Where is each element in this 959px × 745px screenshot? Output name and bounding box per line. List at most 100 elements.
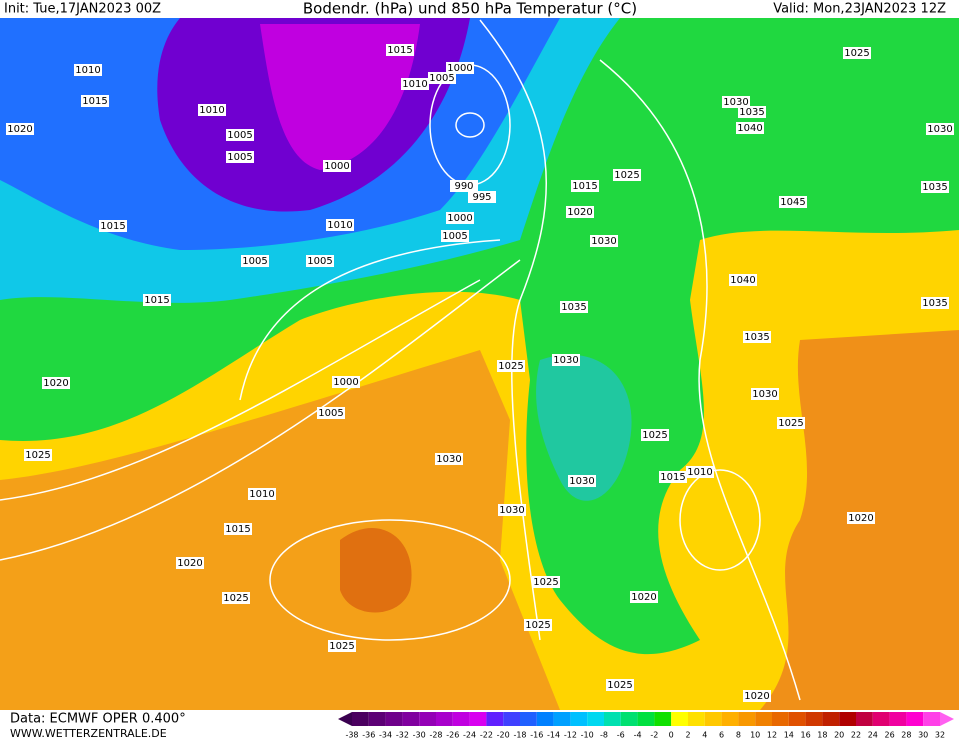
scale-label: 2 <box>685 731 690 740</box>
label-box <box>248 488 276 500</box>
isobar-label: 1025 <box>498 361 523 372</box>
scale-swatch <box>805 712 823 726</box>
scale-label: 8 <box>736 731 741 740</box>
isobar-label: 1035 <box>561 302 586 313</box>
isobar-label: 1045 <box>780 197 805 208</box>
isobar-label: 1025 <box>642 430 667 441</box>
label-box <box>401 78 429 90</box>
isobar-label: 1020 <box>848 513 873 524</box>
isobar-label: 1010 <box>402 79 427 90</box>
scale-swatch <box>822 712 840 726</box>
scale-swatch <box>503 712 520 726</box>
scale-swatch <box>385 712 403 726</box>
scale-label: -28 <box>429 731 442 740</box>
isobar-label: 1005 <box>318 408 343 419</box>
scale-swatch <box>872 712 890 726</box>
label-box <box>751 388 779 400</box>
scale-label: 10 <box>750 731 760 740</box>
label-box <box>176 557 204 569</box>
isobar-label: 1040 <box>737 123 762 134</box>
init-text: Init: Tue,17JAN2023 00Z <box>4 2 161 17</box>
label-box <box>571 180 599 192</box>
isobar-label: 1035 <box>922 298 947 309</box>
label-box <box>524 619 552 631</box>
scale-swatch <box>570 712 588 726</box>
label-box <box>552 354 580 366</box>
label-box <box>926 123 954 135</box>
label-box <box>498 504 526 516</box>
label-box <box>428 72 456 84</box>
label-box <box>743 690 771 702</box>
isobar-label: 1030 <box>591 236 616 247</box>
isobar-label: 1025 <box>607 680 632 691</box>
scale-label: -26 <box>446 731 459 740</box>
isobar-label: 1030 <box>927 124 952 135</box>
label-box <box>843 47 871 59</box>
scale-label: -8 <box>600 731 608 740</box>
isobar-label: 1025 <box>525 620 550 631</box>
label-box <box>81 95 109 107</box>
isobar-label: 1035 <box>744 332 769 343</box>
label-box <box>317 407 345 419</box>
label-box <box>435 453 463 465</box>
isobar-label: 1015 <box>82 96 107 107</box>
scale-swatch <box>654 712 672 726</box>
isobar-label: 1020 <box>567 207 592 218</box>
scale-label: -20 <box>497 731 510 740</box>
scale-label: -16 <box>530 731 543 740</box>
isobar-label: 1025 <box>329 641 354 652</box>
isobar-label: 1020 <box>744 691 769 702</box>
label-box <box>468 191 496 203</box>
scale-label: -4 <box>634 731 642 740</box>
label-box <box>641 429 669 441</box>
scale-label: 16 <box>801 731 811 740</box>
label-box <box>74 64 102 76</box>
label-box <box>224 523 252 535</box>
scale-swatch <box>352 712 369 726</box>
label-box <box>328 640 356 652</box>
scale-label: -36 <box>362 731 375 740</box>
scale-label: -10 <box>581 731 594 740</box>
label-box <box>921 181 949 193</box>
isobar-label: 1000 <box>447 213 472 224</box>
scale-swatch <box>889 712 907 726</box>
label-box <box>722 96 750 108</box>
label-box <box>441 230 469 242</box>
label-box <box>743 331 771 343</box>
label-box <box>736 122 764 134</box>
scale-swatch <box>772 712 789 726</box>
scale-label: 6 <box>719 731 724 740</box>
isobar-label: 1020 <box>177 558 202 569</box>
data-source: Data: ECMWF OPER 0.400° <box>10 712 186 727</box>
isobar-label: 1005 <box>227 130 252 141</box>
label-box <box>777 417 805 429</box>
scale-label: -6 <box>617 731 625 740</box>
scale-swatch <box>755 712 772 726</box>
label-box <box>143 294 171 306</box>
isobar-label: 1025 <box>223 593 248 604</box>
label-box <box>326 219 354 231</box>
isobar-label: 1030 <box>499 505 524 516</box>
isobar-label: 1030 <box>569 476 594 487</box>
isobar-label: 1030 <box>553 355 578 366</box>
scale-label: 30 <box>918 731 928 740</box>
isobar-label: 1030 <box>723 97 748 108</box>
isobar-label: 1010 <box>249 489 274 500</box>
isobar-label: 1000 <box>324 161 349 172</box>
isobar-label: 1005 <box>242 256 267 267</box>
scale-label: -12 <box>564 731 577 740</box>
isobar-label: 1015 <box>100 221 125 232</box>
scale-swatch <box>923 712 940 726</box>
header-bar <box>0 0 959 18</box>
isobar-label: 1010 <box>75 65 100 76</box>
scale-label: -22 <box>480 731 493 740</box>
isobar-label: 1015 <box>660 472 685 483</box>
label-box <box>99 220 127 232</box>
isobar-label: 1025 <box>533 577 558 588</box>
label-box <box>532 576 560 588</box>
isobar-label: 1030 <box>436 454 461 465</box>
scale-swatch <box>788 712 806 726</box>
scale-label: -32 <box>396 731 409 740</box>
label-box <box>686 466 714 478</box>
label-box <box>566 206 594 218</box>
